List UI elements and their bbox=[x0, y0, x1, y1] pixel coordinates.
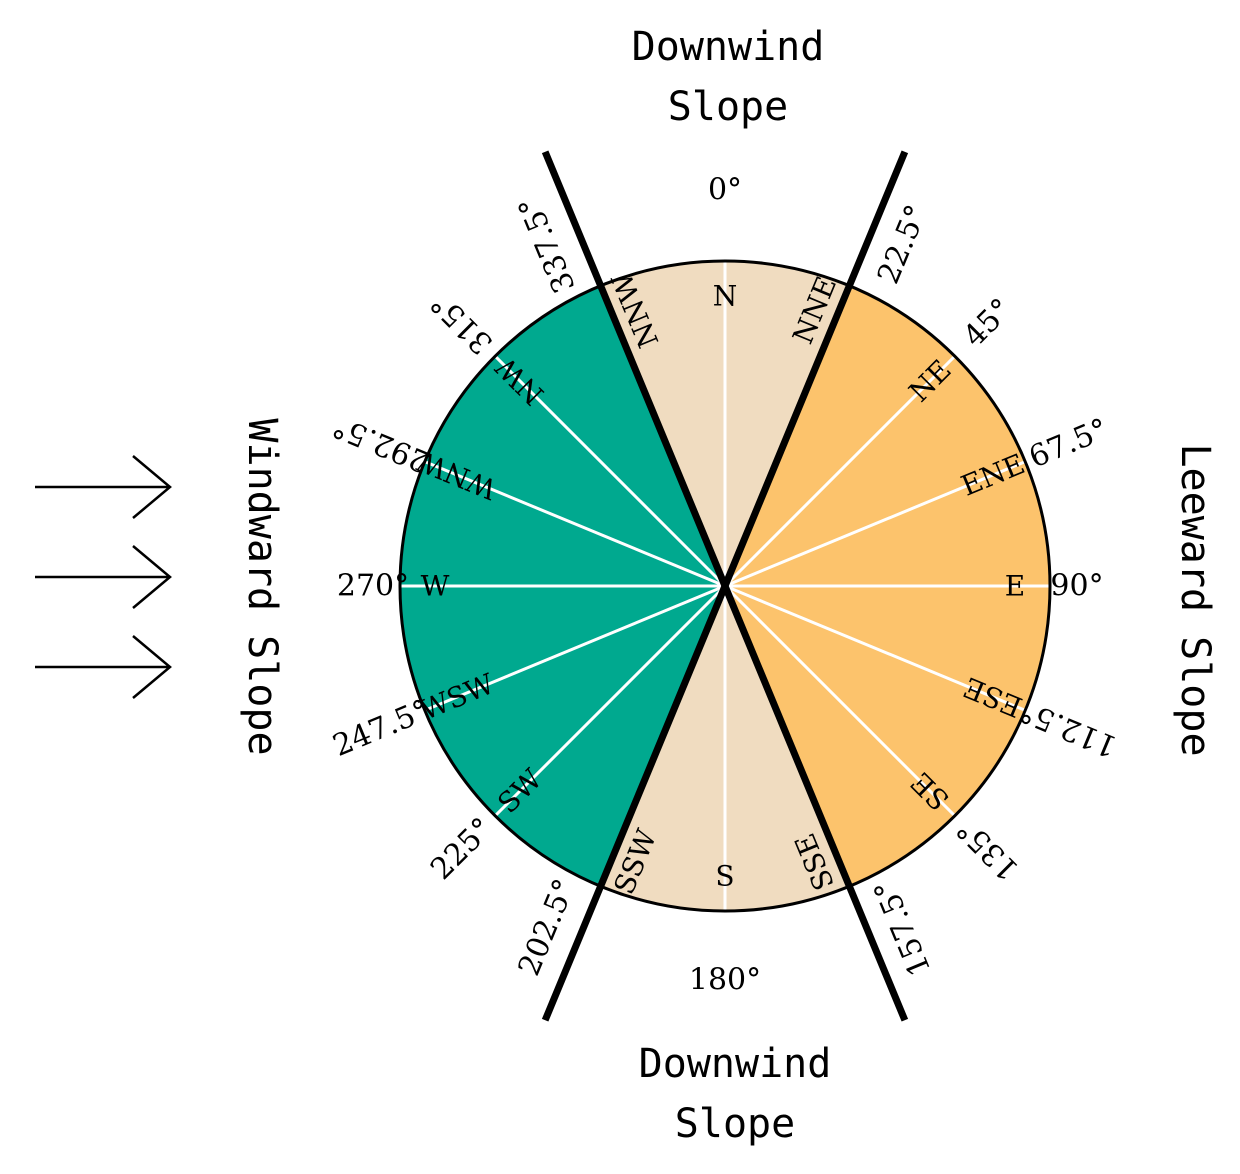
direction-dividers bbox=[400, 261, 1050, 911]
wind-arrow bbox=[35, 455, 172, 519]
top-region-label-line1: Downwind bbox=[632, 24, 825, 70]
leeward-slope-label: Leeward Slope bbox=[1172, 443, 1218, 756]
direction-w: W bbox=[421, 570, 450, 603]
direction-e: E bbox=[1005, 570, 1025, 603]
degree-s: 180° bbox=[689, 963, 761, 998]
divider-ene bbox=[724, 460, 1026, 588]
wind-arrow bbox=[35, 545, 172, 609]
windward-slope-label: Windward Slope bbox=[239, 418, 285, 755]
divider-ne bbox=[723, 355, 956, 588]
direction-s: S bbox=[715, 860, 734, 893]
degree-e: 90° bbox=[1050, 569, 1103, 604]
top-region-label-line2: Slope bbox=[668, 84, 788, 130]
degree-ese: 112.5° bbox=[1015, 693, 1122, 764]
bottom-region-label-line2: Slope bbox=[675, 1101, 795, 1147]
circle-outline bbox=[398, 259, 1052, 913]
boundary-line-22-5 bbox=[721, 150, 909, 588]
degree-w: 270° bbox=[337, 569, 409, 604]
degree-se: 135° bbox=[950, 811, 1026, 887]
degree-nnw: 337.5° bbox=[512, 191, 583, 298]
direction-n: N bbox=[713, 280, 738, 313]
boundary-line-157-5 bbox=[721, 584, 909, 1022]
degree-ene: 67.5° bbox=[1024, 412, 1113, 476]
divider-ese bbox=[724, 584, 1026, 712]
divider-se bbox=[723, 584, 956, 817]
degree-n: 0° bbox=[708, 173, 742, 208]
region-boundary-lines bbox=[541, 150, 909, 1022]
boundary-line-202-5 bbox=[541, 584, 729, 1022]
divider-sw bbox=[494, 584, 727, 817]
degree-sse: 157.5° bbox=[867, 874, 938, 981]
degree-wnw: 292.5° bbox=[328, 408, 435, 479]
wind-arrows bbox=[35, 455, 172, 699]
degree-sw: 225° bbox=[424, 811, 500, 887]
degree-ssw: 202.5° bbox=[512, 874, 583, 981]
boundary-line-337-5 bbox=[541, 150, 729, 588]
divider-nw bbox=[494, 355, 727, 588]
degree-nw: 315° bbox=[424, 285, 500, 361]
divider-wnw bbox=[424, 460, 726, 588]
divider-wsw bbox=[424, 584, 726, 712]
wind-arrow bbox=[35, 635, 172, 699]
degree-ne: 45° bbox=[957, 292, 1019, 354]
bottom-region-label-line1: Downwind bbox=[639, 1041, 832, 1087]
degree-wsw: 247.5° bbox=[328, 693, 435, 764]
